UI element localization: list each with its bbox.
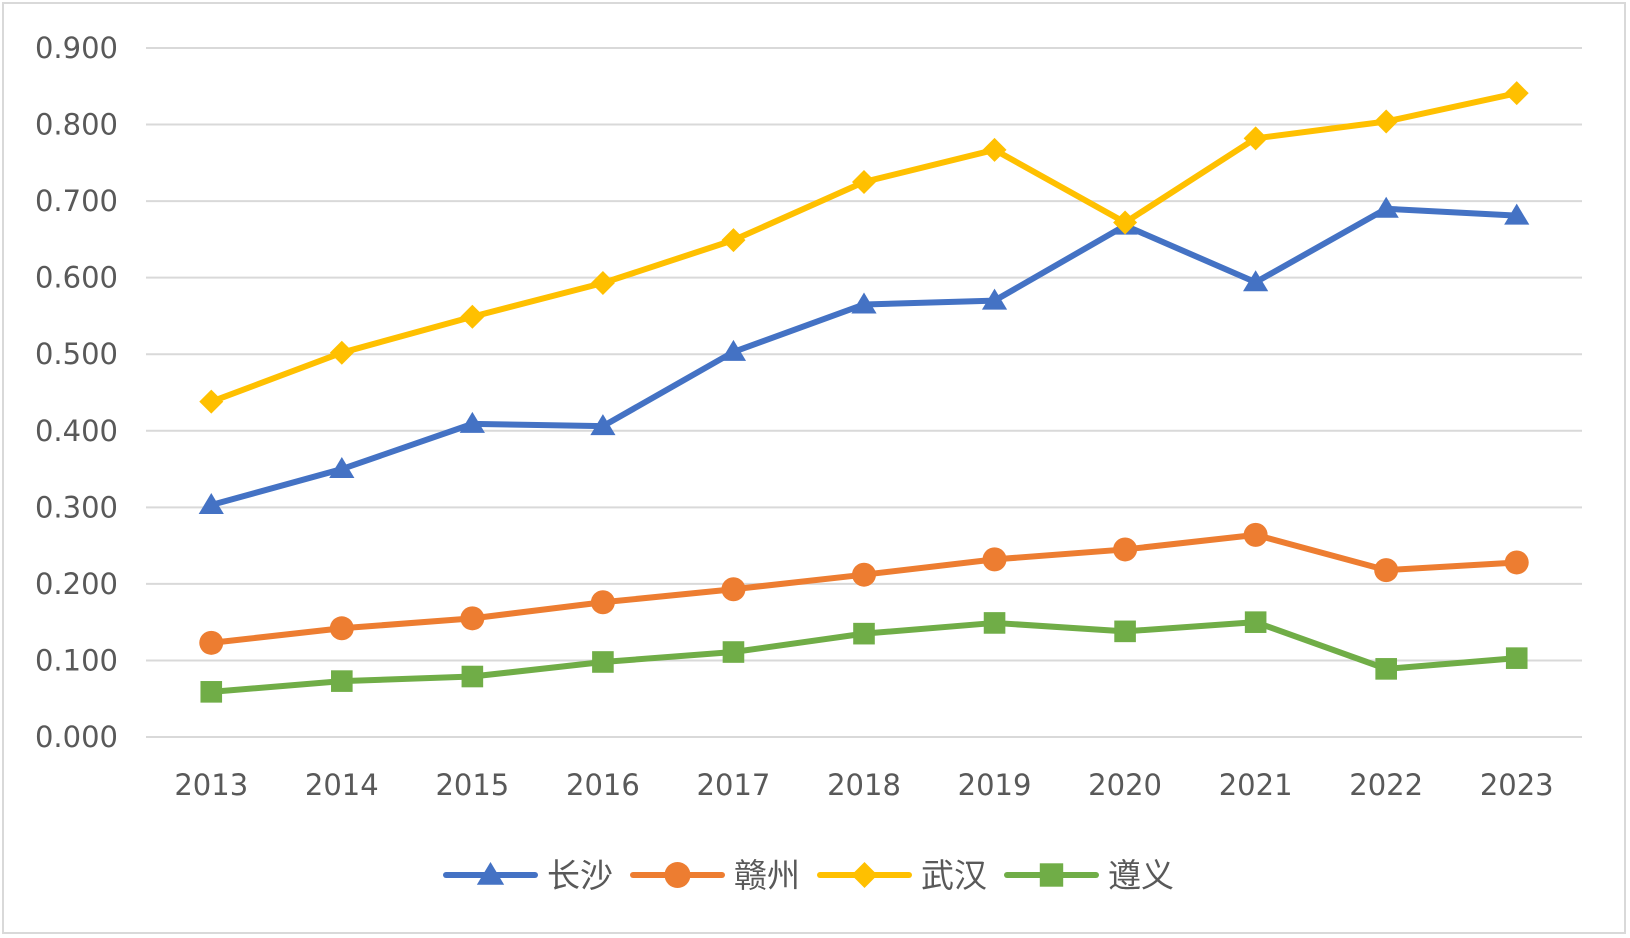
series-3 [200,611,1528,703]
data-point [851,292,877,314]
y-tick-label: 0.900 [35,31,118,65]
x-tick-label: 2021 [1219,768,1293,802]
legend-item: 遵义 [1004,856,1174,895]
data-point [590,590,615,615]
x-tick-label: 2013 [174,768,248,802]
y-tick-label: 0.500 [35,337,118,371]
data-point [199,389,224,414]
x-tick-label: 2023 [1480,768,1554,802]
data-point [1243,126,1268,151]
legend-label: 长沙 [547,856,613,895]
data-point [329,457,355,479]
legend-item: 赣州 [630,856,800,895]
data-point [1243,270,1269,292]
data-point [982,137,1007,162]
data-point [592,651,614,673]
data-point [459,411,485,433]
data-point [329,616,354,641]
series-2 [199,81,1529,414]
data-point [852,169,876,194]
legend-marker [851,862,878,888]
legend-label: 遵义 [1108,856,1174,895]
data-point [199,630,224,655]
x-tick-label: 2015 [435,768,509,802]
y-tick-label: 0.100 [35,643,118,677]
data-point [1373,196,1399,218]
data-point [590,271,615,296]
legend-label: 武汉 [921,856,987,895]
y-tick-label: 0.200 [35,567,118,601]
data-point [1374,109,1399,134]
legend-label: 赣州 [734,856,800,895]
data-point [1505,647,1528,669]
series-lines [198,81,1530,703]
data-point [461,665,484,688]
x-axis-ticks: 2013 2014 2015 2016 2017 2018 2019 2020 2021 2022… [174,768,1553,802]
data-point [329,340,354,365]
gridlines [146,47,1582,738]
legend-marker [1039,863,1064,887]
legend-item: 武汉 [817,856,987,895]
data-point [1374,558,1399,583]
x-tick-label: 2022 [1349,768,1423,802]
x-tick-label: 2018 [827,768,901,802]
data-point [722,641,745,663]
legend-item: 长沙 [443,856,613,895]
data-point [1114,620,1136,643]
data-point [1504,203,1530,225]
series-1 [199,522,1529,655]
data-point [460,304,485,329]
y-axis-ticks: 0.000 0.100 0.200 0.300 0.400 0.500 0.600 0.700… [35,31,118,754]
data-point [1243,522,1268,547]
data-point [590,414,616,436]
data-point [982,547,1007,572]
data-point [1504,81,1529,106]
x-tick-label: 2016 [566,768,640,802]
y-tick-label: 0.600 [35,261,118,295]
legend: 长沙 赣州 武汉 遵义 [443,856,1174,895]
data-point [1113,210,1138,235]
data-point [983,612,1006,634]
data-point [1504,550,1529,575]
series-line [208,205,1520,509]
y-tick-label: 0.300 [35,490,118,524]
data-point [460,606,485,631]
x-tick-label: 2020 [1088,768,1162,802]
data-point [1375,658,1397,680]
data-point [331,670,353,692]
y-tick-label: 0.800 [35,108,118,142]
legend-marker [664,862,691,888]
data-point [852,562,876,587]
x-tick-label: 2017 [697,768,771,802]
data-point [1244,611,1267,633]
data-point [981,288,1008,310]
data-point [721,577,746,602]
series-0 [198,196,1530,515]
y-tick-label: 0.400 [35,414,118,448]
data-point [721,228,746,253]
y-tick-label: 0.700 [35,184,118,218]
data-point [853,622,875,645]
data-point [1113,537,1138,562]
x-tick-label: 2019 [958,768,1032,802]
data-point [200,681,223,703]
data-point [720,339,747,361]
x-tick-label: 2014 [305,768,379,802]
data-point [198,493,224,515]
y-tick-label: 0.000 [35,720,118,754]
legend-marker [476,862,505,885]
